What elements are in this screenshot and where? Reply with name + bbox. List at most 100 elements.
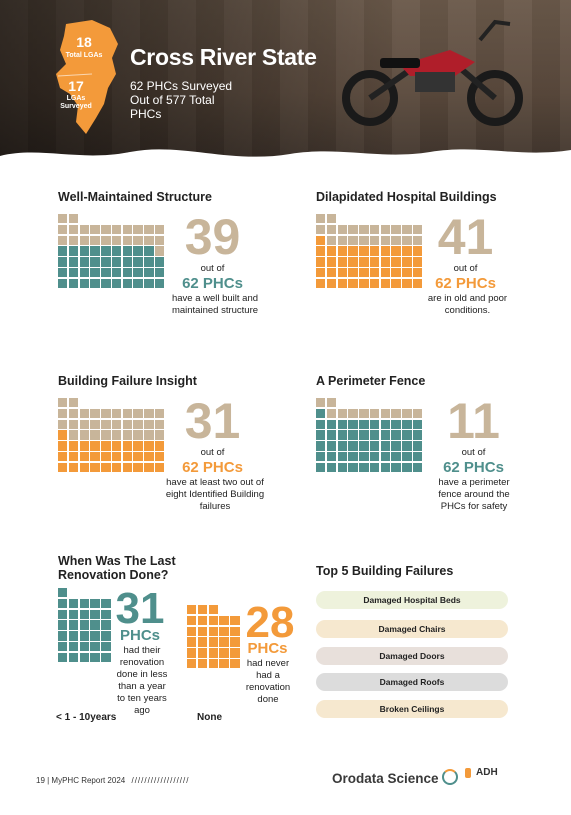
- waffle-square: [58, 257, 68, 267]
- waffle-square: [79, 408, 89, 419]
- waffle-square: [337, 267, 347, 278]
- waffle-square: [326, 246, 337, 256]
- waffle-square: [58, 609, 68, 619]
- waffle-square: [208, 605, 218, 615]
- waffle-square: [316, 278, 326, 289]
- waffle-square: [359, 246, 369, 256]
- waffle-square: [122, 278, 133, 289]
- waffle-square: [101, 235, 111, 245]
- waffle-square: [359, 235, 369, 245]
- waffle-square: [101, 609, 111, 619]
- waffle-square: [316, 419, 326, 429]
- waffle-square: [316, 462, 326, 473]
- waffle-square: [208, 615, 218, 626]
- waffle-square: [90, 408, 100, 419]
- waffle-square: [68, 631, 79, 641]
- perimeter-fence-number: 11: [447, 393, 500, 449]
- waffle-square: [122, 451, 133, 462]
- waffle-square: [197, 605, 208, 615]
- waffle-square: [101, 652, 111, 663]
- waffle-square: [413, 430, 423, 440]
- waffle-square: [402, 441, 412, 451]
- orodata-logo: Orodata Science: [332, 769, 459, 786]
- waffle-square: [68, 652, 79, 663]
- waffle-square: [90, 451, 100, 462]
- waffle-square: [219, 637, 229, 647]
- total-lgas-label: Total LGAs: [65, 52, 103, 59]
- perimeter-fence-total: 62 PHCs: [443, 459, 504, 476]
- waffle-square: [316, 267, 326, 278]
- waffle-square: [144, 462, 154, 473]
- waffle-square: [79, 235, 89, 245]
- waffle-square: [402, 257, 412, 267]
- waffle-square: [380, 257, 391, 267]
- waffle-square: [380, 267, 391, 278]
- waffle-square: [230, 658, 240, 669]
- waffle-square: [359, 419, 369, 429]
- waffle-square: [316, 408, 326, 419]
- waffle-square: [133, 257, 143, 267]
- waffle-square: [68, 235, 79, 245]
- waffle-square: [402, 246, 412, 256]
- dilapidated-title: Dilapidated Hospital Buildings: [316, 190, 497, 204]
- waffle-square: [187, 615, 197, 626]
- waffle-square: [326, 214, 337, 224]
- state-map-icon: [56, 20, 118, 134]
- waffle-square: [133, 430, 143, 440]
- waffle-square: [58, 267, 68, 278]
- waffle-square: [144, 267, 154, 278]
- waffle-square: [326, 451, 337, 462]
- waffle-square: [413, 246, 423, 256]
- waffle-square: [219, 648, 229, 658]
- waffle-square: [380, 441, 391, 451]
- well-maintained-title: Well-Maintained Structure: [58, 190, 212, 204]
- waffle-square: [68, 278, 79, 289]
- waffle-square: [155, 257, 165, 267]
- waffle-square: [90, 609, 100, 619]
- waffle-square: [391, 419, 401, 429]
- waffle-square: [391, 267, 401, 278]
- waffle-square: [316, 257, 326, 267]
- waffle-square: [68, 267, 79, 278]
- waffle-square: [402, 419, 412, 429]
- renovation-right-label: None: [197, 712, 222, 723]
- waffle-square: [144, 441, 154, 451]
- waffle-square: [326, 398, 337, 408]
- waffle-square: [90, 267, 100, 278]
- waffle-square: [79, 451, 89, 462]
- waffle-square: [348, 224, 358, 235]
- waffle-square: [90, 419, 100, 429]
- waffle-square: [122, 408, 133, 419]
- waffle-square: [58, 652, 68, 663]
- waffle-square: [413, 257, 423, 267]
- waffle-square: [316, 214, 326, 224]
- waffle-square: [68, 609, 79, 619]
- waffle-square: [155, 451, 165, 462]
- waffle-square: [326, 224, 337, 235]
- waffle-square: [111, 257, 122, 267]
- waffle-square: [391, 278, 401, 289]
- waffle-square: [402, 235, 412, 245]
- perimeter-fence-out-of: out of: [461, 447, 486, 458]
- waffle-square: [380, 430, 391, 440]
- waffle-square: [111, 235, 122, 245]
- waffle-square: [144, 430, 154, 440]
- waffle-square: [369, 246, 380, 256]
- waffle-square: [413, 267, 423, 278]
- waffle-square: [197, 637, 208, 647]
- waffle-square: [337, 451, 347, 462]
- waffle-square: [58, 398, 68, 408]
- waffle-square: [219, 626, 229, 636]
- failure-pill-1: Damaged Hospital Beds: [316, 591, 508, 609]
- waffle-square: [79, 246, 89, 256]
- waffle-square: [68, 246, 79, 256]
- waffle-square: [58, 235, 68, 245]
- waffle-square: [101, 224, 111, 235]
- waffle-square: [101, 451, 111, 462]
- renovation-left-label: < 1 - 10years: [56, 712, 117, 723]
- well-maintained-out-of: out of: [200, 263, 225, 274]
- waffle-square: [90, 631, 100, 641]
- waffle-square: [58, 588, 68, 598]
- waffle-square: [144, 235, 154, 245]
- well-maintained-total: 62 PHCs: [182, 275, 243, 292]
